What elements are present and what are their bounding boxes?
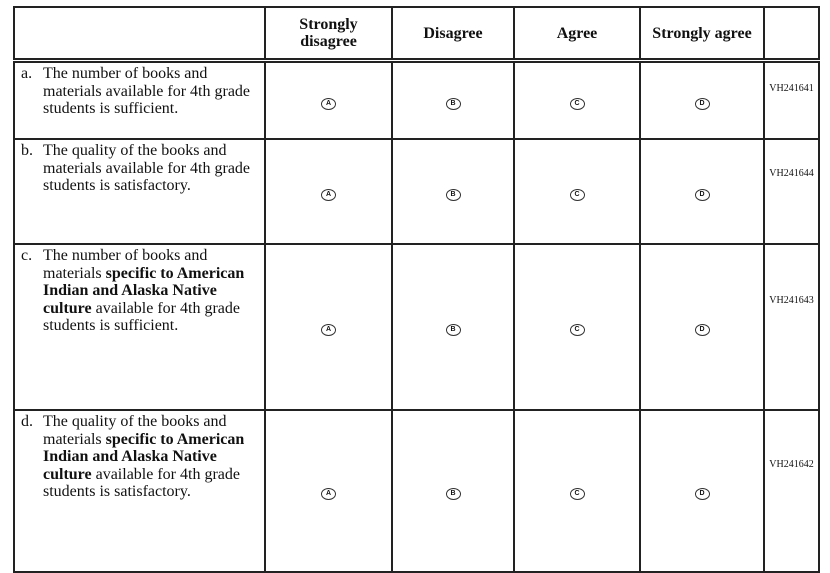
response-bubble-a[interactable]: A <box>321 188 336 201</box>
response-bubble-d[interactable]: D <box>694 324 710 336</box>
question-text: a. The number of books and materials avai… <box>13 59 266 140</box>
response-bubble-b[interactable]: B <box>445 488 461 500</box>
header-disagree: Disagree <box>391 6 515 62</box>
response-cell[interactable]: B <box>391 243 515 411</box>
question-label: d. <box>21 413 33 430</box>
question-text-part: specific to American Indian and Alaska N… <box>43 264 245 317</box>
response-bubble-b[interactable]: B <box>445 97 461 110</box>
response-bubble-a[interactable]: A <box>321 324 336 336</box>
response-bubble-d[interactable]: D <box>694 488 710 500</box>
response-cell[interactable]: C <box>513 138 641 245</box>
item-id: VH241641 <box>763 59 820 140</box>
item-id: VH241643 <box>763 243 820 411</box>
response-cell[interactable]: B <box>391 409 515 573</box>
question-text: d. The quality of the books and materials… <box>13 409 266 573</box>
response-cell[interactable]: A <box>264 138 393 245</box>
question-text-part: available for 4th grade students is suff… <box>43 299 240 335</box>
response-bubble-c[interactable]: C <box>569 488 585 500</box>
response-bubble-c[interactable]: C <box>569 97 585 110</box>
response-cell[interactable]: C <box>513 59 641 140</box>
response-cell[interactable]: D <box>639 409 765 573</box>
header-agree: Agree <box>513 6 641 62</box>
response-bubble-c[interactable]: C <box>569 324 585 336</box>
header-blank <box>13 6 266 62</box>
question-text-part: The number of books and materials <box>43 247 208 282</box>
question-text-part: The quality of the books and materials a… <box>43 142 251 194</box>
question-label: a. <box>21 65 33 82</box>
response-bubble-b[interactable]: B <box>445 188 461 201</box>
question-row: a. The number of books and materials avai… <box>13 59 820 140</box>
response-cell[interactable]: A <box>264 243 393 411</box>
response-cell[interactable]: D <box>639 59 765 140</box>
response-bubble-c[interactable]: C <box>569 188 585 201</box>
survey-table: Strongly disagree Disagree Agree Strongl… <box>13 6 820 573</box>
question-text: b. The quality of the books and materials… <box>13 138 266 245</box>
response-cell[interactable]: A <box>264 59 393 140</box>
question-row: c. The number of books and materials spec… <box>13 243 820 411</box>
response-bubble-d[interactable]: D <box>694 188 710 201</box>
header-row: Strongly disagree Disagree Agree Strongl… <box>13 6 820 62</box>
question-text: c. The number of books and materials spec… <box>13 243 266 411</box>
question-row: d. The quality of the books and materials… <box>13 409 820 573</box>
header-strongly-disagree: Strongly disagree <box>264 6 393 62</box>
response-cell[interactable]: D <box>639 138 765 245</box>
response-bubble-a[interactable]: A <box>321 488 336 500</box>
header-id <box>763 6 820 62</box>
response-bubble-b[interactable]: B <box>445 324 461 336</box>
response-cell[interactable]: C <box>513 409 641 573</box>
response-bubble-a[interactable]: A <box>321 97 336 110</box>
response-cell[interactable]: A <box>264 409 393 573</box>
response-cell[interactable]: B <box>391 138 515 245</box>
item-id: VH241642 <box>763 409 820 573</box>
item-id: VH241644 <box>763 138 820 245</box>
header-strongly-agree: Strongly agree <box>639 6 765 62</box>
question-row: b. The quality of the books and materials… <box>13 138 820 245</box>
question-label: c. <box>21 247 33 264</box>
response-cell[interactable]: D <box>639 243 765 411</box>
question-text-part: The number of books and materials availa… <box>43 65 251 117</box>
response-bubble-d[interactable]: D <box>694 97 710 110</box>
question-label: b. <box>21 142 33 159</box>
response-cell[interactable]: C <box>513 243 641 411</box>
response-cell[interactable]: B <box>391 59 515 140</box>
